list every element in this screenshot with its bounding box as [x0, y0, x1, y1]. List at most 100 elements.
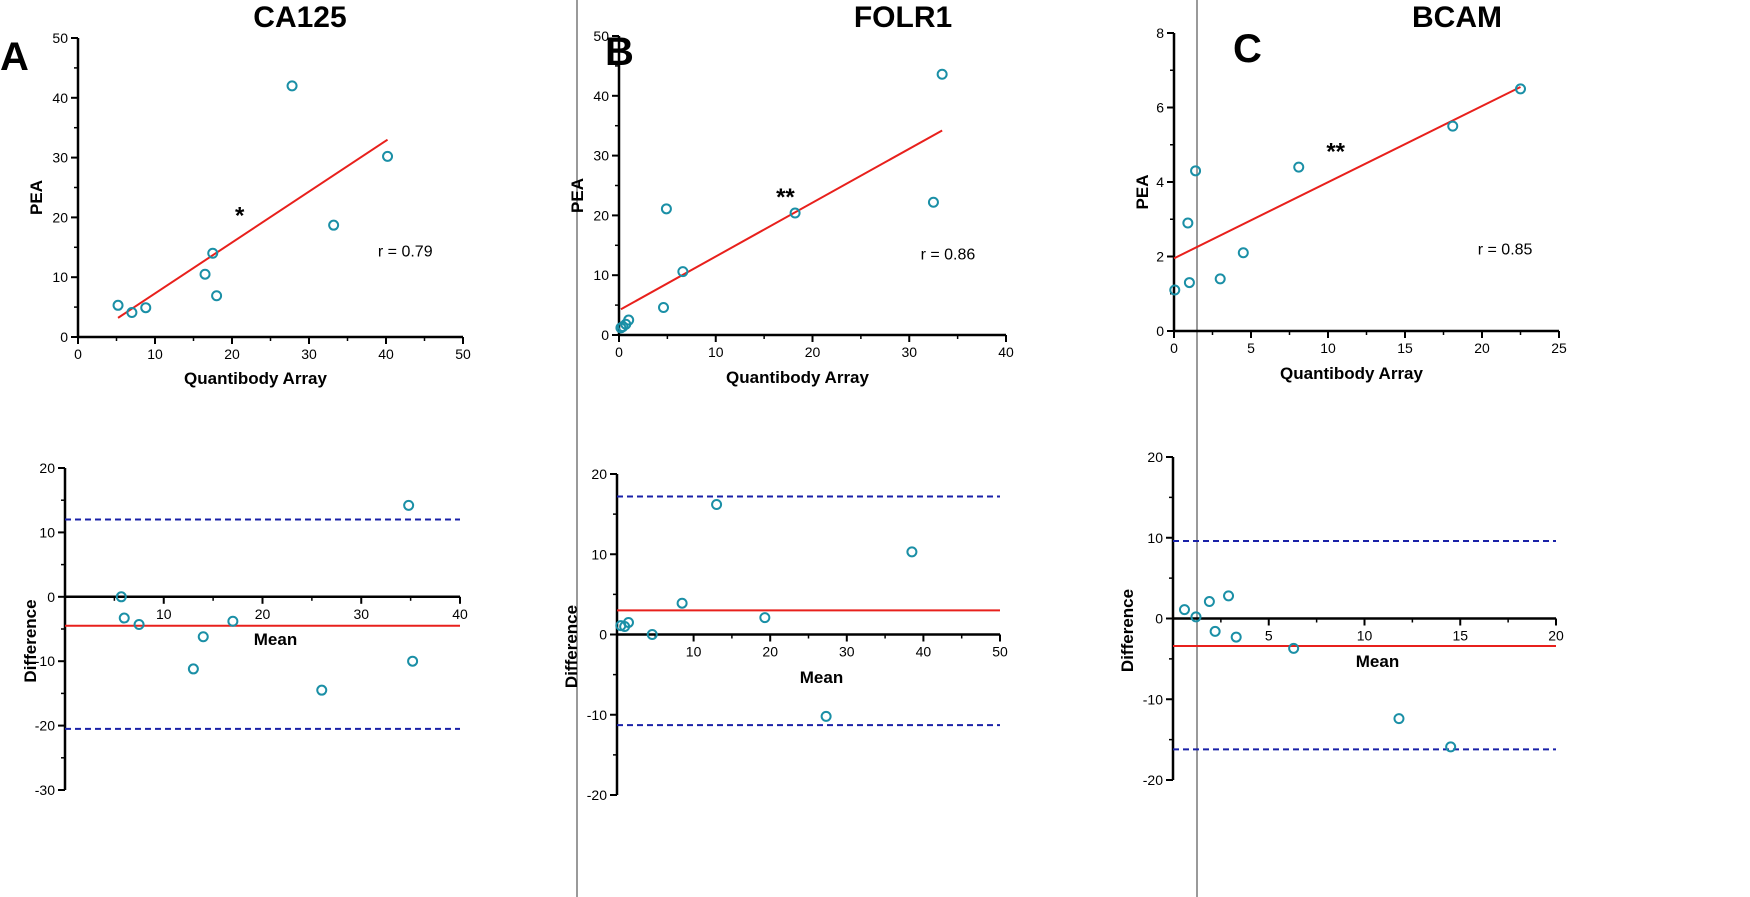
data-point	[711, 498, 723, 510]
y-tick-label: 0	[1155, 611, 1163, 627]
regression-line	[1173, 86, 1521, 260]
y-tick-label: 0	[601, 327, 609, 343]
x-axis-label: Quantibody Array	[726, 368, 869, 387]
regression-line	[620, 129, 943, 311]
y-tick-label: 20	[52, 209, 68, 225]
x-axis-label: Mean	[1356, 652, 1399, 671]
y-tick-label: 10	[39, 524, 55, 540]
y-tick-label: -20	[1143, 772, 1163, 788]
y-tick-label: 10	[591, 546, 607, 562]
data-point	[187, 663, 199, 675]
y-tick-label: 4	[1156, 174, 1164, 190]
y-tick-label: 50	[593, 28, 609, 44]
data-point	[676, 597, 688, 609]
x-tick-label: 10	[147, 346, 163, 362]
x-tick-label: 20	[762, 644, 778, 660]
data-point	[1169, 284, 1181, 296]
panel-title-folr1: FOLR1	[854, 1, 952, 34]
panel-title-ca125: CA125	[253, 1, 346, 34]
y-tick-label: 30	[52, 150, 68, 166]
y-tick-label: 30	[593, 148, 609, 164]
scatter-plot-folr1: 0 10 20 30 40 50 0 10 20 30 40 Quantibody Array PEA r…	[568, 28, 1014, 387]
x-tick-label: 20	[255, 606, 271, 622]
data-point	[1214, 273, 1226, 285]
scatter-plot-bcam: 0 2 4 6 8 0 5 10 15 20 25 Quantibody Array PEA r = 0.…	[1133, 25, 1567, 383]
x-tick-label: 10	[156, 606, 172, 622]
data-point	[316, 684, 328, 696]
data-point	[207, 247, 219, 259]
x-tick-label: 15	[1452, 628, 1468, 644]
y-tick-label: 40	[593, 88, 609, 104]
bland-altman-plot-bcam: -20 -10 0 10 20 5 10 15 20 Mean Difference	[1118, 449, 1564, 788]
x-tick-label: 25	[1551, 340, 1567, 356]
panel-dividers	[576, 0, 1198, 897]
data-point	[1183, 277, 1195, 289]
data-point	[1190, 165, 1202, 177]
data-point	[622, 616, 634, 628]
data-point	[658, 301, 670, 313]
data-point	[227, 615, 239, 627]
panel-title-bcam: BCAM	[1412, 1, 1502, 34]
y-tick-label: -20	[35, 718, 55, 734]
correlation-label: r = 0.85	[1478, 242, 1533, 259]
y-tick-label: -10	[1143, 691, 1163, 707]
data-point	[1288, 642, 1300, 654]
data-point	[140, 302, 152, 314]
x-axis-label: Mean	[254, 630, 297, 649]
data-point	[197, 631, 209, 643]
correlation-label: r = 0.86	[921, 247, 976, 264]
data-point	[1445, 741, 1457, 753]
panel-letter-a: A	[0, 35, 29, 79]
data-point	[1209, 625, 1221, 637]
data-point	[403, 499, 415, 511]
data-point	[112, 299, 124, 311]
data-point	[1178, 604, 1190, 616]
x-axis-label: Mean	[800, 668, 843, 687]
y-axis-label: PEA	[1133, 175, 1152, 210]
data-point	[1223, 590, 1235, 602]
significance-marker: **	[1326, 139, 1345, 166]
x-tick-label: 30	[901, 344, 917, 360]
x-tick-label: 40	[998, 344, 1014, 360]
data-point	[115, 591, 127, 603]
y-tick-label: -30	[35, 782, 55, 798]
y-tick-label: 50	[52, 30, 68, 46]
bland-altman-plot-ca125: -30 -20 -10 0 10 20 10 20 30 40 Mean Difference	[21, 460, 468, 798]
scatter-plot-ca125: 0 10 20 30 40 50 0 10 20 30 40 50 Quantibody Array PE…	[27, 30, 471, 388]
x-tick-label: 50	[992, 644, 1008, 660]
x-tick-label: 30	[301, 346, 317, 362]
y-tick-label: 20	[591, 466, 607, 482]
y-tick-label: 20	[593, 207, 609, 223]
x-tick-label: 15	[1397, 340, 1413, 356]
data-point	[623, 314, 635, 326]
x-tick-label: 10	[1357, 628, 1373, 644]
data-point	[789, 207, 801, 219]
x-tick-label: 0	[615, 344, 623, 360]
data-point	[906, 546, 918, 558]
x-tick-label: 10	[686, 644, 702, 660]
data-point	[617, 321, 629, 333]
data-point	[328, 219, 340, 231]
y-axis-label: PEA	[568, 178, 587, 213]
data-point	[1393, 713, 1405, 725]
x-tick-label: 30	[839, 644, 855, 660]
x-tick-label: 0	[1170, 340, 1178, 356]
correlation-label: r = 0.79	[378, 243, 433, 260]
x-tick-label: 0	[74, 346, 82, 362]
x-axis-label: Quantibody Array	[184, 369, 327, 388]
y-tick-label: -10	[35, 653, 55, 669]
significance-marker: *	[235, 202, 245, 229]
y-tick-label: 0	[60, 329, 68, 345]
data-point	[211, 290, 223, 302]
data-point	[646, 629, 658, 640]
x-tick-label: 10	[708, 344, 724, 360]
y-tick-label: 10	[593, 267, 609, 283]
y-tick-label: 0	[47, 589, 55, 605]
data-point	[759, 612, 771, 624]
data-point	[199, 268, 211, 280]
y-axis-label: Difference	[562, 605, 581, 688]
data-point	[936, 68, 948, 80]
data-point	[286, 80, 298, 92]
